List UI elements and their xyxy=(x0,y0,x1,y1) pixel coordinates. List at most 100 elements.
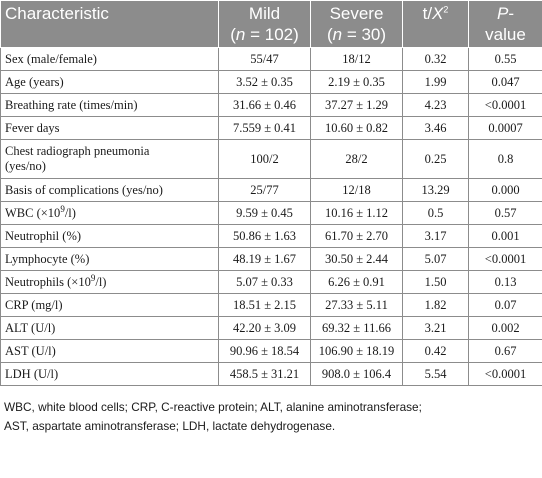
row-characteristic: ALT (U/l) xyxy=(0,316,219,340)
header-stat-sup: 2 xyxy=(443,4,449,15)
footnote-line2: AST, aspartate aminotransferase; LDH, la… xyxy=(4,419,336,433)
header-severe: Severe (n = 30) xyxy=(310,0,403,48)
row-mild: 42.20 ± 3.09 xyxy=(218,316,311,340)
row-characteristic-sup: 9 xyxy=(60,203,65,214)
header-characteristic-label: Characteristic xyxy=(5,4,109,23)
row-t: 0.25 xyxy=(402,139,469,179)
row-p: 0.0007 xyxy=(468,116,542,140)
row-severe: 28/2 xyxy=(310,139,403,179)
row-p: <0.0001 xyxy=(468,362,542,386)
row-t: 3.46 xyxy=(402,116,469,140)
row-t: 0.5 xyxy=(402,201,469,225)
header-row: Characteristic Mild (n = 102) Severe (n … xyxy=(0,0,542,48)
row-mild: 48.19 ± 1.67 xyxy=(218,247,311,271)
row-mild: 458.5 ± 31.21 xyxy=(218,362,311,386)
row-characteristic: Breathing rate (times/min) xyxy=(0,93,219,117)
row-characteristic: LDH (U/l) xyxy=(0,362,219,386)
row-t: 1.50 xyxy=(402,270,469,294)
row-p: 0.8 xyxy=(468,139,542,179)
row-mild: 55/47 xyxy=(218,47,311,71)
row-p: <0.0001 xyxy=(468,247,542,271)
row-mild: 18.51 ± 2.15 xyxy=(218,293,311,317)
row-characteristic-line1: Chest radiograph pneumonia xyxy=(5,144,150,158)
row-characteristic: Basis of complications (yes/no) xyxy=(0,178,219,202)
row-severe: 106.90 ± 18.19 xyxy=(310,339,403,363)
row-p: 0.13 xyxy=(468,270,542,294)
row-characteristic: Sex (male/female) xyxy=(0,47,219,71)
row-mild: 50.86 ± 1.63 xyxy=(218,224,311,248)
row-t: 3.17 xyxy=(402,224,469,248)
row-t: 1.82 xyxy=(402,293,469,317)
row-p: 0.07 xyxy=(468,293,542,317)
row-p: <0.0001 xyxy=(468,93,542,117)
row-p: 0.002 xyxy=(468,316,542,340)
row-characteristic-pre: Neutrophils (×10 xyxy=(5,274,91,289)
row-severe: 69.32 ± 11.66 xyxy=(310,316,403,340)
row-p: 0.047 xyxy=(468,70,542,94)
header-stat-base: t/X xyxy=(422,4,444,23)
row-severe: 2.19 ± 0.35 xyxy=(310,70,403,94)
table-row: Fever days 7.559 ± 0.41 10.60 ± 0.82 3.4… xyxy=(0,116,542,140)
row-characteristic-pre: WBC (×10 xyxy=(5,205,61,220)
row-t: 0.42 xyxy=(402,339,469,363)
row-p: 0.001 xyxy=(468,224,542,248)
header-severe-n: (n = 30) xyxy=(326,25,387,44)
table-row: LDH (U/l) 458.5 ± 31.21 908.0 ± 106.4 5.… xyxy=(0,362,542,386)
table-header: Characteristic Mild (n = 102) Severe (n … xyxy=(0,0,542,48)
row-characteristic: Age (years) xyxy=(0,70,219,94)
row-t: 0.32 xyxy=(402,47,469,71)
table-footnote: WBC, white blood cells; CRP, C-reactive … xyxy=(0,386,542,436)
row-severe: 908.0 ± 106.4 xyxy=(310,362,403,386)
row-characteristic-post: /l) xyxy=(64,205,76,220)
row-severe: 6.26 ± 0.91 xyxy=(310,270,403,294)
row-characteristic: WBC (×109/l) xyxy=(0,201,219,225)
header-p-label: P xyxy=(496,4,509,23)
header-mild-n: (n = 102) xyxy=(230,25,299,44)
row-characteristic: AST (U/l) xyxy=(0,339,219,363)
row-mild: 3.52 ± 0.35 xyxy=(218,70,311,94)
row-p: 0.55 xyxy=(468,47,542,71)
row-t: 4.23 xyxy=(402,93,469,117)
row-p: 0.000 xyxy=(468,178,542,202)
row-mild: 100/2 xyxy=(218,139,311,179)
table-figure: Characteristic Mild (n = 102) Severe (n … xyxy=(0,0,542,436)
table-row: ALT (U/l) 42.20 ± 3.09 69.32 ± 11.66 3.2… xyxy=(0,316,542,340)
header-severe-label: Severe xyxy=(329,4,384,23)
row-p: 0.57 xyxy=(468,201,542,225)
characteristics-table: Characteristic Mild (n = 102) Severe (n … xyxy=(0,0,542,386)
row-characteristic: Chest radiograph pneumonia (yes/no) xyxy=(0,139,219,179)
row-characteristic: Neutrophil (%) xyxy=(0,224,219,248)
row-severe: 61.70 ± 2.70 xyxy=(310,224,403,248)
row-severe: 30.50 ± 2.44 xyxy=(310,247,403,271)
row-severe: 10.60 ± 0.82 xyxy=(310,116,403,140)
row-t: 3.21 xyxy=(402,316,469,340)
header-characteristic: Characteristic xyxy=(0,0,219,48)
table-row: AST (U/l) 90.96 ± 18.54 106.90 ± 18.19 0… xyxy=(0,339,542,363)
row-mild: 9.59 ± 0.45 xyxy=(218,201,311,225)
row-characteristic-sup: 9 xyxy=(90,272,96,283)
row-mild: 31.66 ± 0.46 xyxy=(218,93,311,117)
table-row: Basis of complications (yes/no) 25/77 12… xyxy=(0,178,542,202)
header-mild-label: Mild xyxy=(248,4,281,23)
table-row: WBC (×109/l) 9.59 ± 0.45 10.16 ± 1.12 0.… xyxy=(0,201,542,225)
row-characteristic-line2: (yes/no) xyxy=(5,159,46,173)
table-body: Sex (male/female) 55/47 18/12 0.32 0.55 … xyxy=(0,47,542,386)
row-mild: 25/77 xyxy=(218,178,311,202)
row-mild: 5.07 ± 0.33 xyxy=(218,270,311,294)
row-characteristic-post: /l) xyxy=(95,274,107,289)
row-p: 0.67 xyxy=(468,339,542,363)
table-row: Neutrophils (×109/l) 5.07 ± 0.33 6.26 ± … xyxy=(0,270,542,294)
table-row: Neutrophil (%) 50.86 ± 1.63 61.70 ± 2.70… xyxy=(0,224,542,248)
row-severe: 18/12 xyxy=(310,47,403,71)
row-t: 13.29 xyxy=(402,178,469,202)
header-p: P- value xyxy=(468,0,542,48)
header-p-dash: - xyxy=(508,4,514,23)
row-severe: 10.16 ± 1.12 xyxy=(310,201,403,225)
row-t: 1.99 xyxy=(402,70,469,94)
row-t: 5.54 xyxy=(402,362,469,386)
row-characteristic: Fever days xyxy=(0,116,219,140)
table-row: Breathing rate (times/min) 31.66 ± 0.46 … xyxy=(0,93,542,117)
header-p-label2: value xyxy=(485,25,526,44)
row-mild: 90.96 ± 18.54 xyxy=(218,339,311,363)
footnote-line1: WBC, white blood cells; CRP, C-reactive … xyxy=(4,400,422,414)
